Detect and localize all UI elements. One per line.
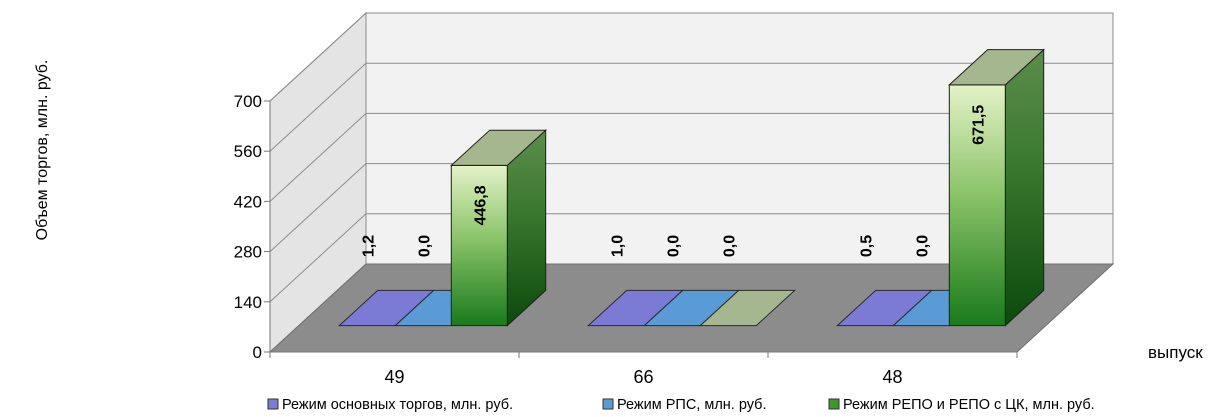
data-label: 1,0 [609,235,626,257]
bar-flat [699,289,796,327]
legend-label: Режим РПС, млн. руб. [617,397,767,412]
y-tick-label: 0 [253,343,262,362]
legend-swatch [267,398,279,410]
bar-side [1004,48,1045,327]
x-tick-label: 49 [384,367,404,387]
x-tick-label: 48 [882,367,902,387]
y-tick-label: 140 [234,293,262,312]
legend-swatch [828,398,840,410]
gridline [269,62,1113,152]
x-tick-label: 66 [633,367,653,387]
y-tick-label: 560 [234,142,262,161]
gridline [269,12,1113,102]
bar-top [450,129,547,166]
data-label: 0,0 [914,235,931,257]
gridline [269,163,1113,252]
x-axis-title: выпуск [1148,343,1203,362]
data-label: 0,0 [721,235,738,257]
y-tick-label: 280 [234,243,262,262]
data-label: 0,5 [858,235,875,257]
data-label: 671,5 [970,105,987,145]
gridline [269,112,1113,202]
legend-swatch [602,398,614,410]
data-label: 0,0 [665,235,682,257]
y-tick-label: 700 [234,92,262,111]
bar [450,164,508,327]
data-label: 446,8 [472,185,489,225]
data-label: 0,0 [416,235,433,257]
gridline [269,213,1113,303]
legend-label: Режим основных торгов, млн. руб. [282,397,513,412]
bar-top [948,49,1045,86]
y-axis-title: Объем торгов, млн. руб. [34,60,51,241]
data-label: 1,2 [360,235,377,257]
y-tick-label: 420 [234,192,262,211]
legend-label: Режим РЕПО и РЕПО с ЦК, млн. руб. [843,397,1095,412]
bar [948,84,1006,327]
